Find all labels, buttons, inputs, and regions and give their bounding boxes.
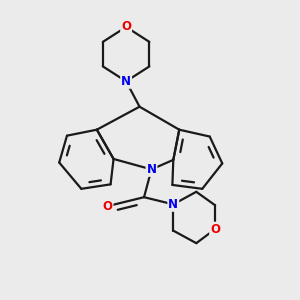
Text: N: N	[146, 163, 157, 176]
Text: N: N	[168, 198, 178, 211]
Text: O: O	[210, 223, 220, 236]
Text: N: N	[121, 75, 131, 88]
Text: O: O	[121, 20, 131, 34]
Text: O: O	[103, 200, 112, 213]
